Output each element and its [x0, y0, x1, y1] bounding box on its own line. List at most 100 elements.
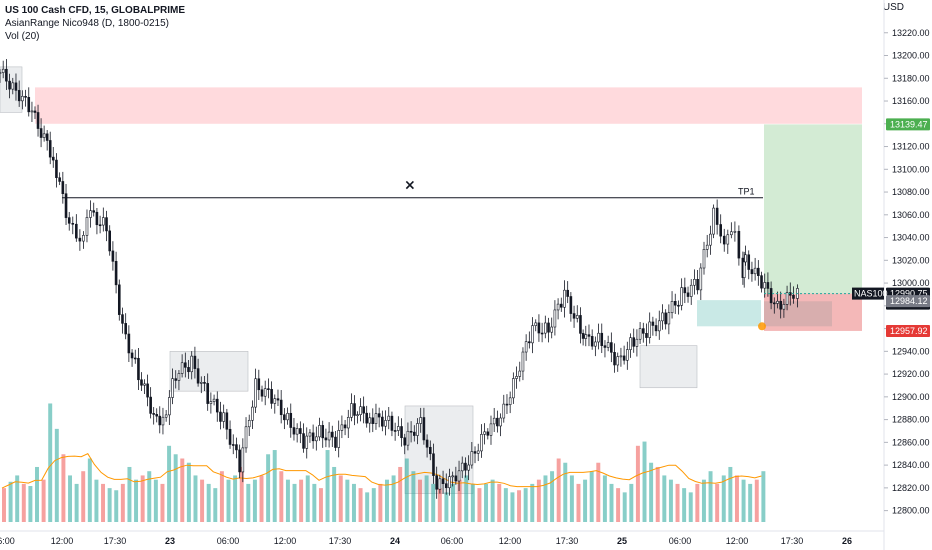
volume-bar [596, 462, 601, 522]
time-tick-label: 26 [842, 536, 852, 546]
candle-body [441, 478, 445, 484]
candle-body [362, 406, 365, 414]
candle-body [164, 414, 168, 418]
candle-body [124, 323, 127, 335]
volume-bar [629, 483, 634, 522]
candle-body [556, 303, 560, 311]
volume-bar [754, 479, 759, 522]
candle-body [381, 416, 384, 427]
candle-body [228, 428, 232, 445]
volume-bar [160, 483, 165, 522]
candle-body [8, 80, 11, 90]
candle-body [330, 431, 334, 438]
candle-body [486, 431, 490, 436]
candle-body [757, 267, 760, 276]
volume-bar [153, 479, 158, 522]
volume-bar [219, 471, 224, 522]
candle-body [629, 337, 632, 350]
candle-body [547, 322, 550, 333]
candle-body [613, 352, 616, 366]
candle-body [295, 428, 299, 435]
candle-body [161, 416, 165, 426]
candle-body [0, 72, 2, 74]
price-tick-label: 12880.00 [892, 415, 930, 425]
candle-body [428, 446, 432, 455]
candle-body [409, 430, 413, 433]
volume-bar [484, 483, 489, 522]
time-tick-label: 06:00 [217, 536, 240, 546]
volume-bar [464, 475, 469, 522]
candle-body [476, 450, 480, 454]
candle-body [42, 133, 46, 138]
candle-body [121, 314, 124, 324]
price-tag [886, 324, 930, 337]
candle-body [747, 254, 751, 270]
candle-body [467, 464, 470, 471]
candle-body [709, 233, 712, 246]
candle-body [512, 378, 515, 399]
candle-body [241, 447, 245, 473]
volume-bar [325, 450, 330, 522]
volume-bar [576, 483, 581, 522]
candle-body [686, 292, 690, 297]
candle-body [155, 414, 159, 417]
legend-volume: Vol (20) [5, 31, 40, 42]
candle-body [508, 397, 512, 405]
candle-body [785, 292, 789, 305]
candle-body [769, 288, 773, 304]
volume-bar [259, 475, 264, 522]
candle-body [1, 68, 5, 73]
volume-bar [761, 471, 766, 522]
candle-body [257, 378, 261, 391]
volume-bar [602, 475, 607, 522]
price-layer [0, 59, 799, 499]
candle-body [387, 415, 391, 421]
volume-bar [114, 490, 119, 522]
time-tick-label: 12:00 [726, 536, 749, 546]
candle-body [603, 345, 607, 348]
candle-body [584, 334, 588, 339]
volume-bar [510, 492, 515, 522]
candle-body [489, 423, 493, 436]
candle-body [641, 328, 645, 334]
price-tick-label: 13220.00 [892, 28, 930, 38]
candle-body [683, 287, 687, 294]
volume-bar [437, 488, 442, 522]
volume-bar [418, 479, 422, 522]
candle-body [346, 417, 350, 429]
candle-body [98, 224, 102, 227]
candle-body [263, 388, 267, 397]
volume-bar [457, 479, 462, 522]
candle-body [89, 210, 92, 218]
price-tag [886, 118, 930, 131]
volume-bar [550, 471, 555, 522]
candle-body [75, 223, 78, 239]
candle-body [299, 428, 302, 434]
candle-body [292, 427, 296, 435]
price-tick-label: 12820.00 [892, 483, 930, 493]
candle-body [114, 261, 118, 286]
volume-bar [200, 479, 205, 522]
volume-bar [312, 483, 317, 522]
candle-body [365, 412, 368, 424]
volume-bar [503, 488, 508, 522]
candle-body [726, 234, 730, 245]
volume-bar [35, 466, 39, 522]
entry-marker [758, 322, 766, 331]
volume-bar [351, 483, 356, 522]
legend-symbol: US 100 Cash CFD, 15, GLOBALPRIME [5, 5, 186, 16]
volume-bar [28, 486, 33, 522]
candle-body [254, 378, 257, 408]
candle-body [403, 437, 407, 446]
candle-body [537, 322, 541, 334]
candle-body [590, 336, 594, 347]
candle-body [111, 250, 115, 262]
price-tick-label: 12900.00 [892, 392, 930, 402]
price-tag-label: 13139.47 [890, 119, 928, 129]
price-tick-label: 13020.00 [892, 255, 930, 265]
candle-body [457, 470, 461, 482]
price-tick-label: 13060.00 [892, 210, 930, 220]
candle-body [168, 397, 171, 416]
candle-body [359, 406, 362, 415]
